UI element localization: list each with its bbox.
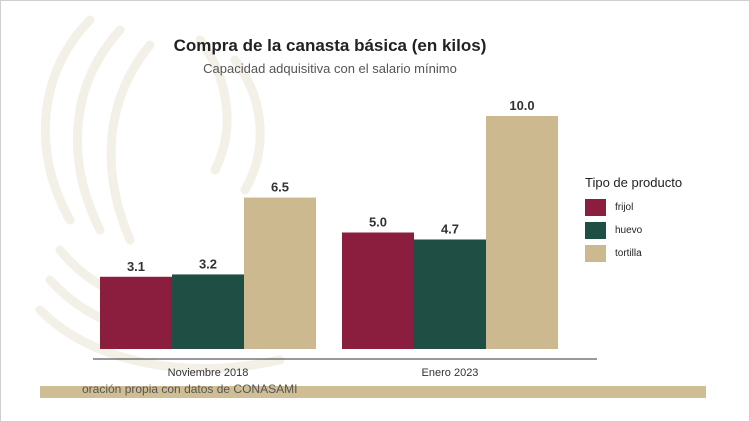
x-tick-label: Noviembre 2018: [168, 367, 249, 379]
chart-subtitle: Capacidad adquisitiva con el salario mín…: [203, 61, 457, 76]
bar-value-label: 3.1: [127, 259, 145, 274]
bar-value-label: 6.5: [271, 180, 289, 195]
source-band: [40, 386, 706, 398]
bar-frijol-1: [342, 232, 414, 349]
legend-label-frijol: frijol: [615, 201, 634, 213]
legend: Tipo de producto frijol huevo tortilla: [585, 175, 682, 267]
legend-label-tortilla: tortilla: [615, 247, 642, 259]
legend-item-tortilla: tortilla: [585, 244, 682, 262]
bar-tortilla-1: [486, 116, 558, 349]
bar-value-label: 3.2: [199, 256, 217, 271]
bar-value-label: 4.7: [441, 221, 459, 236]
bar-value-label: 10.0: [509, 98, 534, 113]
bar-value-label: 5.0: [369, 215, 387, 230]
bar-tortilla-0: [244, 197, 316, 349]
legend-swatch-huevo: [585, 221, 606, 239]
legend-label-huevo: huevo: [615, 224, 643, 236]
legend-swatch-frijol: [585, 198, 606, 216]
legend-swatch-tortilla: [585, 244, 606, 262]
x-tick-label: Enero 2023: [422, 367, 479, 379]
bar-huevo-1: [414, 239, 486, 349]
legend-title: Tipo de producto: [585, 175, 683, 190]
source-note: oración propia con datos de CONASAMI: [82, 382, 298, 396]
legend-item-huevo: huevo: [585, 221, 682, 239]
bar-frijol-0: [100, 276, 172, 349]
legend-item-frijol: frijol: [585, 198, 682, 216]
bar-huevo-0: [172, 274, 244, 349]
chart-title: Compra de la canasta básica (en kilos): [173, 36, 487, 55]
